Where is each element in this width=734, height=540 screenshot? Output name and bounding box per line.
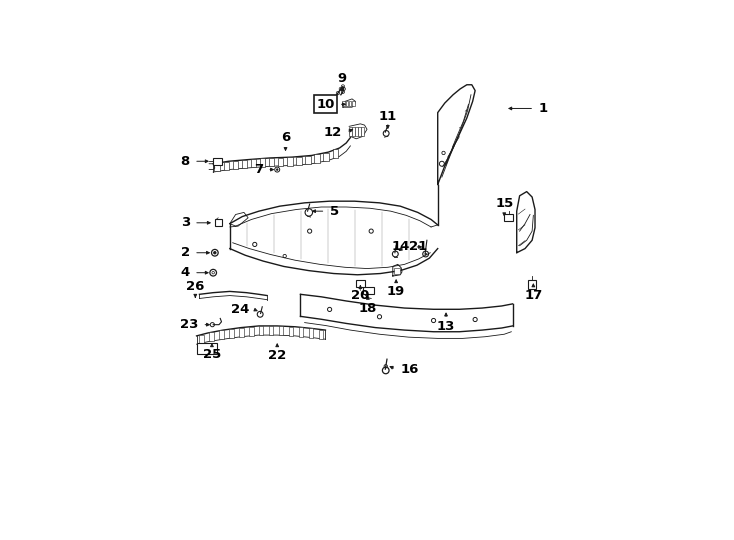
Bar <box>363 287 374 294</box>
Bar <box>269 158 275 166</box>
Text: 22: 22 <box>268 349 286 362</box>
Bar <box>355 127 358 136</box>
Bar <box>343 102 345 106</box>
Bar <box>199 335 203 343</box>
Bar <box>233 161 238 169</box>
Bar <box>528 280 537 288</box>
Text: 23: 23 <box>180 318 198 331</box>
Text: 1: 1 <box>538 102 548 115</box>
Text: 17: 17 <box>524 289 542 302</box>
Bar <box>319 329 324 339</box>
Bar <box>349 127 352 136</box>
Bar <box>314 154 320 163</box>
Bar <box>224 161 229 170</box>
Circle shape <box>425 253 426 255</box>
Text: 10: 10 <box>316 98 335 111</box>
Bar <box>324 152 329 161</box>
Text: 3: 3 <box>181 217 190 230</box>
Bar <box>241 160 247 168</box>
Bar <box>249 327 253 336</box>
Bar <box>394 268 400 274</box>
Bar <box>349 102 352 106</box>
Bar <box>214 163 220 171</box>
Text: 20: 20 <box>351 289 369 302</box>
Bar <box>239 328 244 337</box>
Bar <box>197 343 217 354</box>
Text: 16: 16 <box>400 363 418 376</box>
Text: 5: 5 <box>330 205 338 218</box>
Text: 25: 25 <box>203 348 221 361</box>
Bar <box>289 327 294 336</box>
Bar <box>219 330 224 340</box>
Bar <box>309 328 313 338</box>
Bar <box>287 157 293 165</box>
Text: 15: 15 <box>495 197 513 210</box>
Text: 12: 12 <box>324 126 342 139</box>
Circle shape <box>277 169 278 171</box>
Bar <box>352 102 355 106</box>
Bar <box>209 332 214 341</box>
Bar <box>260 159 265 167</box>
Bar <box>278 158 283 166</box>
Bar <box>299 327 303 336</box>
Text: 21: 21 <box>409 240 427 253</box>
Text: 6: 6 <box>281 131 290 144</box>
Bar <box>269 326 274 335</box>
Bar <box>229 329 233 338</box>
Text: 18: 18 <box>359 302 377 315</box>
Bar <box>259 326 264 335</box>
Bar <box>333 150 338 158</box>
Bar <box>297 157 302 165</box>
Text: 11: 11 <box>379 110 397 123</box>
Bar <box>356 280 365 287</box>
Bar <box>358 127 361 136</box>
Bar <box>251 159 256 167</box>
Bar <box>504 214 513 221</box>
Bar <box>213 158 222 165</box>
Text: 8: 8 <box>181 155 190 168</box>
Text: 2: 2 <box>181 246 190 259</box>
Circle shape <box>214 252 216 254</box>
Bar <box>346 102 348 106</box>
Bar <box>361 127 364 136</box>
Text: 24: 24 <box>231 303 250 316</box>
Text: 7: 7 <box>254 163 263 176</box>
Text: 9: 9 <box>338 72 346 85</box>
Text: 13: 13 <box>437 320 455 333</box>
Text: 14: 14 <box>392 240 410 253</box>
Bar <box>215 219 222 226</box>
Bar <box>305 156 310 164</box>
Text: 26: 26 <box>186 280 205 293</box>
Bar <box>352 127 355 136</box>
Text: 19: 19 <box>387 285 405 298</box>
Text: 4: 4 <box>181 266 190 279</box>
Bar <box>279 326 283 335</box>
